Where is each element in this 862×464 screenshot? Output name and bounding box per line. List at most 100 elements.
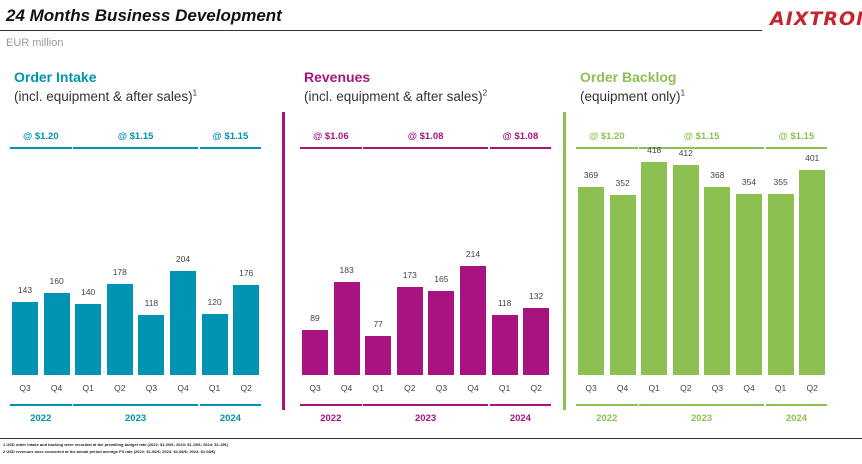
bar[interactable]	[106, 284, 133, 375]
fx-rate-label: @ $1.06	[312, 131, 349, 142]
company-logo: AIXTRON	[770, 8, 862, 30]
fx-rate-label: @ $1.08	[407, 131, 444, 142]
bar[interactable]	[428, 290, 455, 375]
fx-rate-underline	[363, 147, 488, 149]
chart-subtitle-text: (equipment only)	[580, 89, 681, 104]
bar[interactable]	[396, 286, 423, 375]
bar[interactable]	[12, 302, 38, 375]
chart-title: Order Backlog	[580, 69, 677, 85]
year-overline	[489, 404, 552, 406]
quarter-tick-label: Q3	[309, 383, 321, 393]
chart-subtitle-text: (incl. equipment & after sales)	[304, 89, 483, 104]
data-label: 354	[741, 177, 757, 188]
fx-rate-underline	[765, 147, 828, 149]
data-label: 120	[207, 296, 222, 307]
bar[interactable]	[365, 335, 392, 375]
data-label: 214	[465, 248, 481, 259]
quarter-tick-label: Q1	[208, 383, 221, 393]
quarter-tick-label: Q2	[114, 383, 126, 393]
data-label: 183	[339, 264, 354, 275]
bar[interactable]	[233, 285, 260, 375]
fx-rate-label: @ $1.15	[117, 131, 154, 142]
bar[interactable]	[523, 307, 550, 375]
quarter-tick-label: Q1	[82, 383, 94, 393]
fx-rate-label: @ $1.20	[22, 131, 59, 142]
fx-rate-label: @ $1.08	[502, 131, 539, 142]
data-label: 418	[647, 144, 662, 155]
quarter-tick-label: Q4	[467, 383, 479, 393]
quarter-tick-label: Q2	[404, 383, 416, 393]
data-label: 369	[583, 169, 599, 180]
bar[interactable]	[43, 293, 70, 375]
bar[interactable]	[201, 313, 228, 375]
year-label: 2023	[125, 413, 147, 424]
data-label: 89	[310, 312, 320, 323]
chart-subtitle: (incl. equipment & after sales)2	[304, 89, 487, 104]
fx-rate-label: @ $1.20	[588, 131, 625, 142]
fx-rate-underline	[10, 147, 72, 149]
quarter-tick-label: Q4	[743, 383, 755, 393]
fx-rate-underline	[576, 147, 638, 149]
bar[interactable]	[799, 170, 826, 375]
quarter-tick-label: Q3	[711, 383, 724, 393]
bar[interactable]	[704, 187, 731, 375]
data-label: 77	[373, 318, 383, 329]
bar[interactable]	[578, 186, 604, 375]
quarter-tick-label: Q3	[435, 383, 448, 393]
year-overline	[199, 404, 262, 406]
bar[interactable]	[491, 314, 518, 375]
fx-rate-label: @ $1.15	[683, 131, 720, 142]
year-label: 2024	[509, 413, 531, 424]
fx-rate-underline	[639, 147, 764, 149]
bar[interactable]	[767, 193, 794, 375]
quarter-tick-label: Q1	[774, 383, 787, 393]
data-label: 352	[615, 178, 630, 189]
footnote-marker: 1	[680, 88, 686, 98]
chart-subtitle-text: (incl. equipment & after sales)	[14, 89, 193, 104]
year-overline	[10, 404, 72, 406]
quarter-tick-label: Q3	[585, 383, 597, 393]
quarter-tick-label: Q1	[498, 383, 511, 393]
bar[interactable]	[302, 329, 328, 375]
chart-title: Revenues	[304, 69, 371, 85]
bar[interactable]	[736, 194, 762, 375]
year-label: 2024	[219, 413, 241, 424]
panel-divider	[563, 112, 566, 410]
unit-label: EUR million	[6, 37, 64, 49]
data-label: 132	[529, 290, 544, 301]
bar[interactable]	[609, 195, 636, 375]
year-overline	[765, 404, 828, 406]
bar[interactable]	[75, 303, 102, 375]
fx-rate-label: @ $1.15	[212, 131, 249, 142]
bar[interactable]	[460, 265, 486, 375]
footnote-2: 2 USD revenues were converted at the act…	[3, 449, 216, 454]
data-label: 355	[773, 176, 788, 187]
bar[interactable]	[333, 281, 360, 375]
bar[interactable]	[170, 270, 196, 375]
year-label: 2022	[30, 413, 52, 424]
bar[interactable]	[138, 314, 165, 375]
bar[interactable]	[672, 164, 699, 375]
data-label: 178	[112, 267, 127, 278]
quarter-tick-label: Q2	[806, 383, 818, 393]
data-label: 401	[805, 153, 820, 164]
quarter-tick-label: Q3	[19, 383, 31, 393]
chart-subtitle: (incl. equipment & after sales)1	[14, 89, 197, 104]
chart-subtitle: (equipment only)1	[580, 89, 685, 104]
quarter-tick-label: Q4	[177, 383, 189, 393]
data-label: 173	[402, 269, 417, 280]
chart-title: Order Intake	[14, 69, 97, 85]
year-label: 2022	[320, 413, 342, 424]
data-label: 118	[144, 297, 159, 308]
year-overline	[639, 404, 764, 406]
year-overline	[576, 404, 638, 406]
fx-rate-label: @ $1.15	[778, 131, 815, 142]
quarter-tick-label: Q1	[372, 383, 384, 393]
data-label: 140	[81, 286, 96, 297]
bar[interactable]	[641, 161, 668, 375]
quarter-tick-label: Q1	[648, 383, 660, 393]
fx-rate-underline	[199, 147, 262, 149]
data-label: 165	[434, 273, 449, 284]
quarter-tick-label: Q2	[240, 383, 252, 393]
year-label: 2023	[415, 413, 437, 424]
